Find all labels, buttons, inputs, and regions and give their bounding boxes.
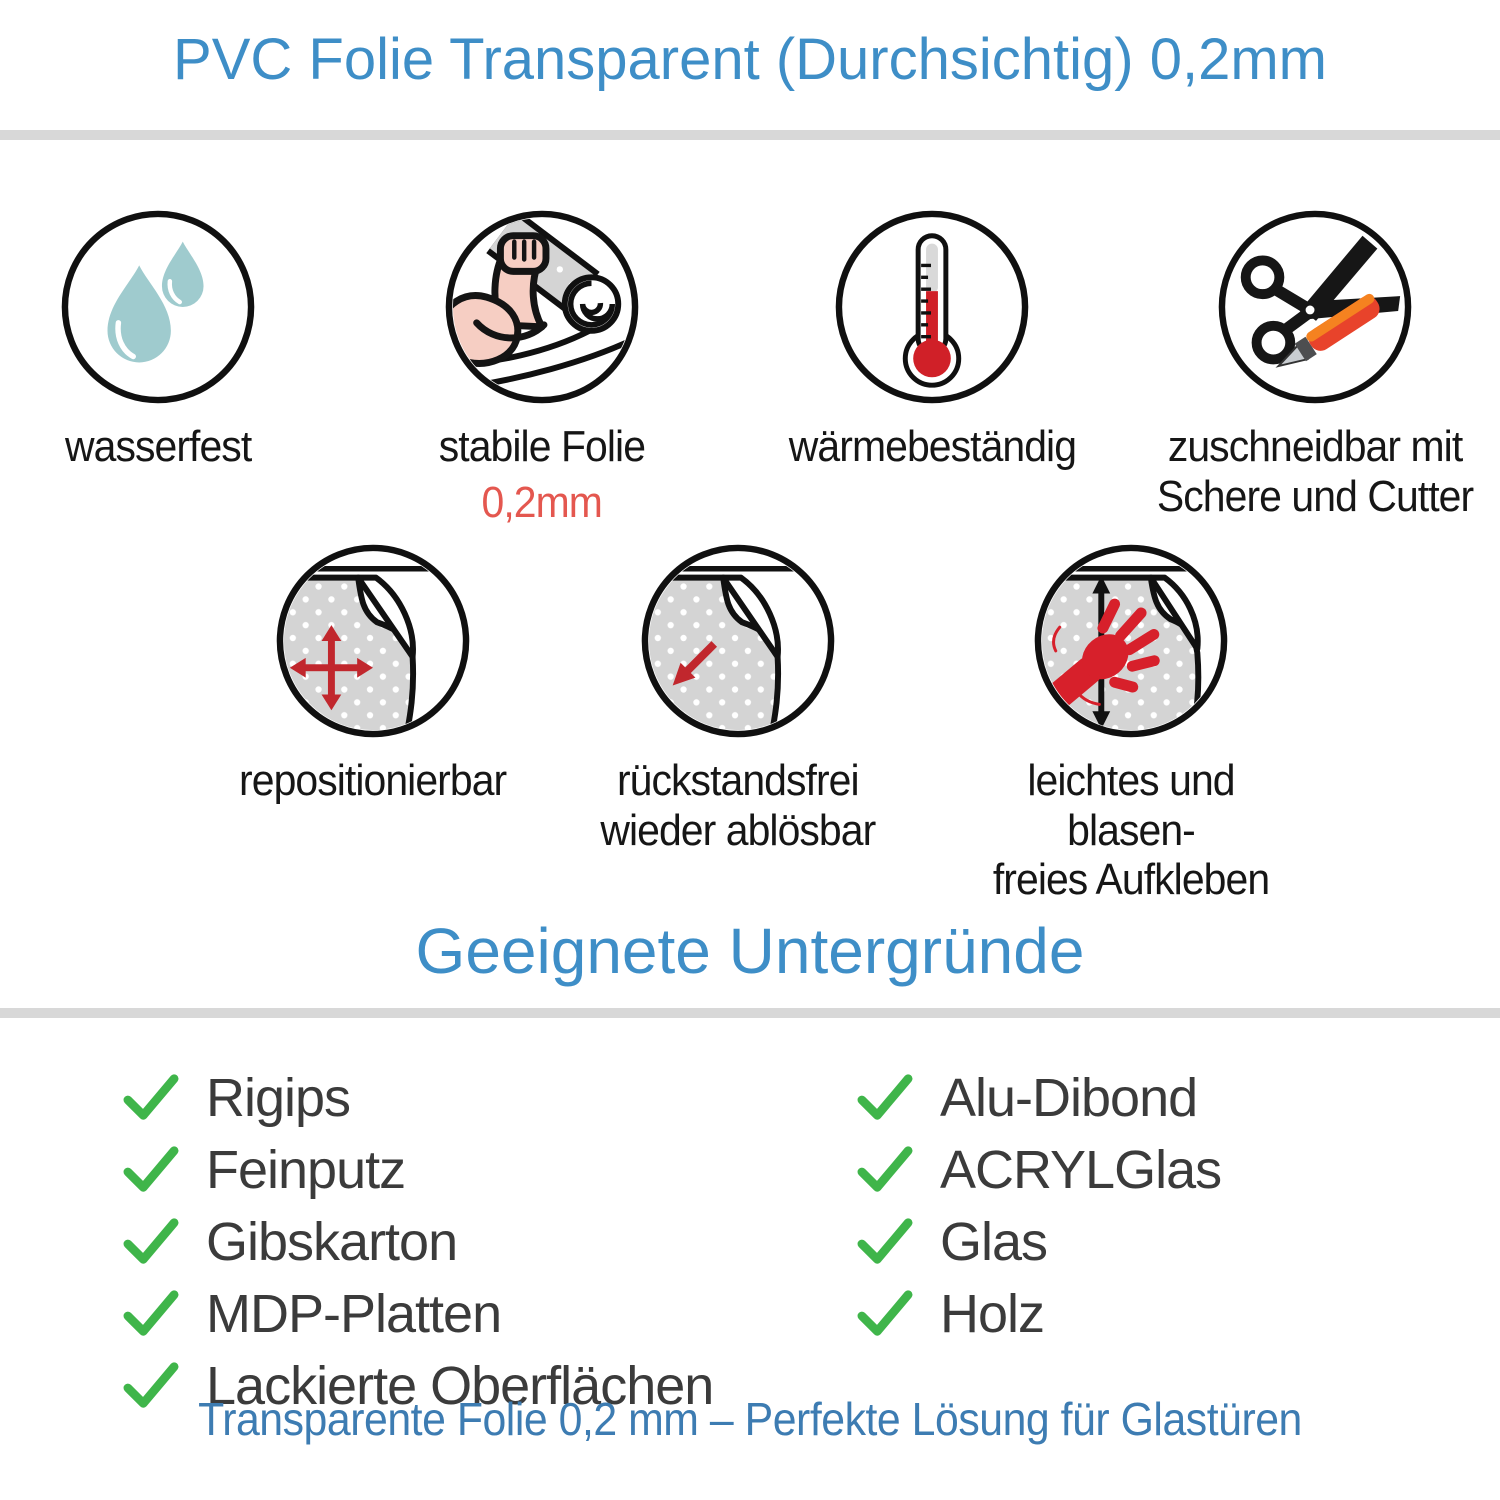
water-drops-icon [61,210,255,404]
feature-repositionierbar: repositionierbar [193,542,553,806]
list-item: Lackierte Oberflächen [122,1350,714,1422]
muscle-arm-foil-roll-icon [445,210,639,404]
surfaces-list-left: Rigips Feinputz Gibskarton MDP-Platten L… [122,1062,714,1422]
checkmark-icon [123,1362,179,1408]
checkmark-icon [123,1074,179,1120]
list-item: Holz [856,1278,1221,1350]
hand-smoothing-foil-icon [1034,544,1228,738]
feature-label: repositionierbar [239,756,507,805]
feature-label: leichtes und blasen- freies Aufkleben [992,756,1270,905]
divider-middle [0,1008,1500,1018]
feature-thickness-value: 0,2mm [481,477,603,527]
foil-peel-arrow-icon [641,544,835,738]
page-title: PVC Folie Transparent (Durchsichtig) 0,2… [173,27,1327,92]
checkmark-icon [857,1290,913,1336]
foil-move-arrows-icon [276,544,470,738]
feature-label: wärmebeständig [788,422,1076,471]
scissors-cutter-icon [1218,210,1412,404]
feature-blasenfrei: leichtes und blasen- freies Aufkleben [951,542,1311,905]
checkmark-icon [857,1218,913,1264]
list-item: Glas [856,1206,1221,1278]
feature-wasserfest: wasserfest [0,208,338,472]
feature-label: zuschneidbar mit Schere und Cutter [1156,422,1474,521]
divider-top [0,130,1500,140]
list-item: Rigips [122,1062,713,1134]
feature-label: stabile Folie [438,422,646,471]
list-item: MDP-Platten [122,1278,713,1350]
footer-tagline: Transparente Folie 0,2 mm – Perfekte Lös… [198,1393,1302,1445]
feature-waermebestaendig: wärmebeständig [752,208,1112,472]
checkmark-icon [123,1146,179,1192]
feature-label: wasserfest [64,422,252,471]
feature-label: rückstandsfrei wieder ablösbar [600,756,877,855]
feature-rueckstandsfrei: rückstandsfrei wieder ablösbar [558,542,918,855]
checkmark-icon [123,1290,179,1336]
list-item: ACRYLGlas [856,1134,1222,1206]
feature-stabile-folie: stabile Folie 0,2mm [362,208,722,528]
checkmark-icon [123,1218,179,1264]
section-title: Geeignete Untergründe [415,915,1085,987]
feature-zuschneidbar: zuschneidbar mit Schere und Cutter [1135,208,1495,521]
thermometer-icon [835,210,1029,404]
checkmark-icon [857,1074,913,1120]
list-item: Gibskarton [122,1206,713,1278]
list-item: Feinputz [122,1134,713,1206]
checkmark-icon [857,1146,913,1192]
surfaces-list-right: Alu-Dibond ACRYLGlas Glas Holz [856,1062,1222,1350]
list-item: Alu-Dibond [856,1062,1221,1134]
